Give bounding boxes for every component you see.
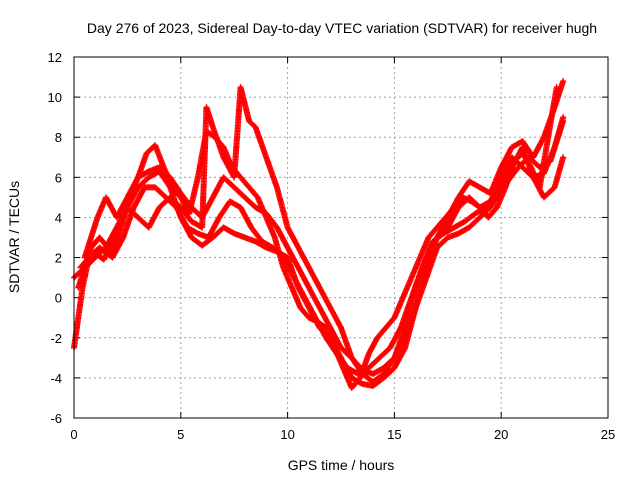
x-tick-label: 5 (177, 427, 184, 442)
y-tick-label: 2 (55, 251, 62, 266)
series-track-5 (75, 84, 560, 391)
data-point (560, 114, 567, 121)
y-tick-label: 6 (55, 170, 62, 185)
series-track-1 (71, 144, 567, 389)
x-tick-label: 15 (387, 427, 401, 442)
x-tick-label: 20 (494, 427, 508, 442)
grid-lines (74, 57, 608, 418)
data-point (560, 154, 567, 161)
y-tick-label: 12 (48, 50, 62, 65)
x-tick-label: 0 (70, 427, 77, 442)
y-tick-label: -4 (50, 371, 62, 386)
x-axis-label: GPS time / hours (288, 457, 395, 473)
y-axis-label: SDTVAR / TECUs (6, 181, 22, 293)
y-tick-label: -2 (50, 331, 62, 346)
y-tick-label: 8 (55, 130, 62, 145)
x-tick-label: 25 (601, 427, 615, 442)
data-point (553, 84, 560, 91)
y-tick-label: -6 (50, 411, 62, 426)
y-tick-label: 10 (48, 90, 62, 105)
series-track-4 (71, 84, 567, 385)
y-tick-labels: -6 -4 -2 0 2 4 6 8 10 12 (48, 50, 62, 426)
plot-frame (73, 56, 609, 419)
chart-title: Day 276 of 2023, Sidereal Day-to-day VTE… (87, 20, 597, 36)
y-tick-label: 4 (55, 210, 62, 225)
data-points (71, 78, 567, 391)
x-tick-label: 10 (280, 427, 294, 442)
data-point (560, 78, 567, 85)
x-tick-labels: 0 5 10 15 20 25 (70, 427, 615, 442)
y-tick-label: 0 (55, 291, 62, 306)
